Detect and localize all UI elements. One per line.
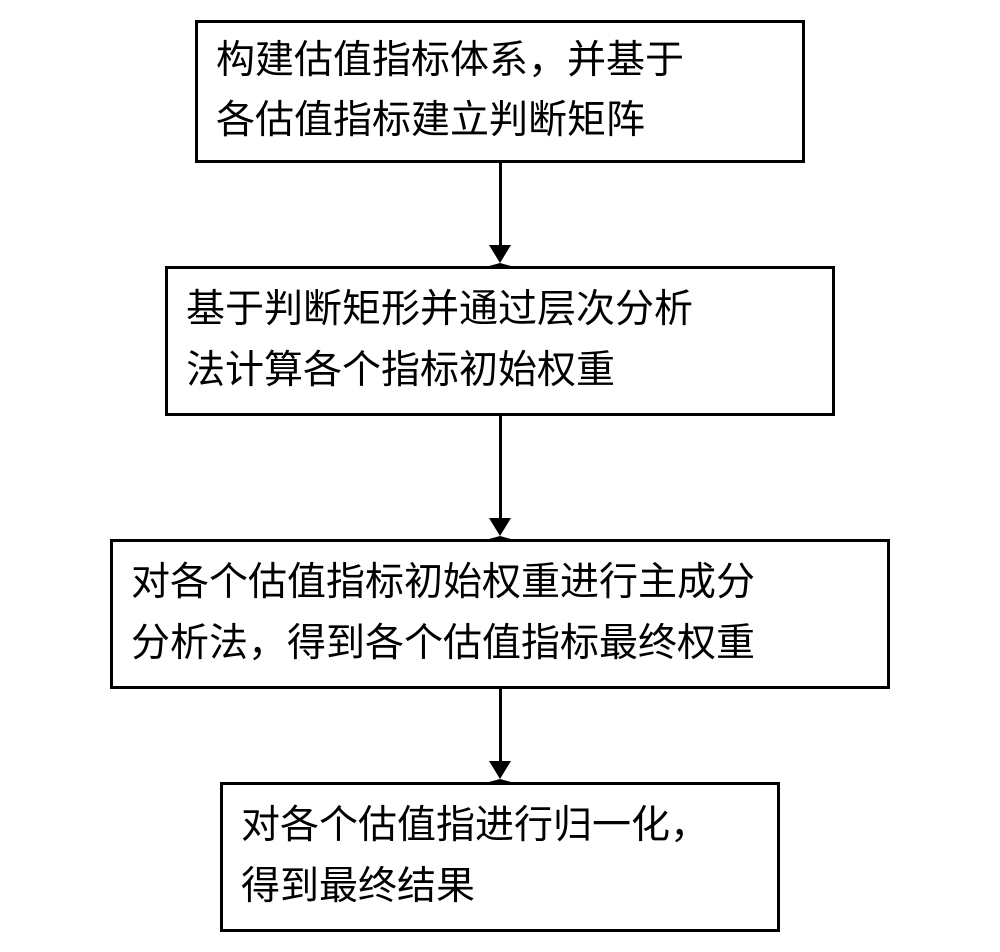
flowchart-node: 对各个估值指标初始权重进行主成分分析法，得到各个估值指标最终权重: [110, 539, 890, 689]
flowchart-arrow: [489, 416, 511, 539]
flowchart-arrow: [489, 163, 511, 266]
arrow-head-icon: [489, 245, 511, 266]
arrow-line: [499, 689, 502, 761]
arrow-line: [499, 416, 502, 518]
node-text-line: 对各个估值指标初始权重进行主成分: [131, 553, 869, 613]
node-text-line: 得到最终结果: [241, 857, 759, 917]
node-text-line: 构建估值指标体系，并基于: [216, 31, 784, 91]
flowchart-arrow: [489, 689, 511, 782]
node-text-line: 法计算各个指标初始权重: [186, 341, 814, 401]
arrow-head-icon: [489, 761, 511, 782]
arrow-head-icon: [489, 518, 511, 539]
flowchart-node: 构建估值指标体系，并基于各估值指标建立判断矩阵: [195, 20, 805, 163]
flowchart-node: 基于判断矩形并通过层次分析法计算各个指标初始权重: [165, 266, 835, 416]
node-text-line: 对各个估值指进行归一化，: [241, 796, 759, 856]
node-text-line: 基于判断矩形并通过层次分析: [186, 280, 814, 340]
arrow-line: [499, 163, 502, 245]
flowchart-container: 构建估值指标体系，并基于各估值指标建立判断矩阵基于判断矩形并通过层次分析法计算各…: [90, 0, 910, 952]
flowchart-node: 对各个估值指进行归一化，得到最终结果: [220, 782, 780, 932]
node-text-line: 分析法，得到各个估值指标最终权重: [131, 614, 869, 674]
node-text-line: 各估值指标建立判断矩阵: [216, 91, 784, 151]
